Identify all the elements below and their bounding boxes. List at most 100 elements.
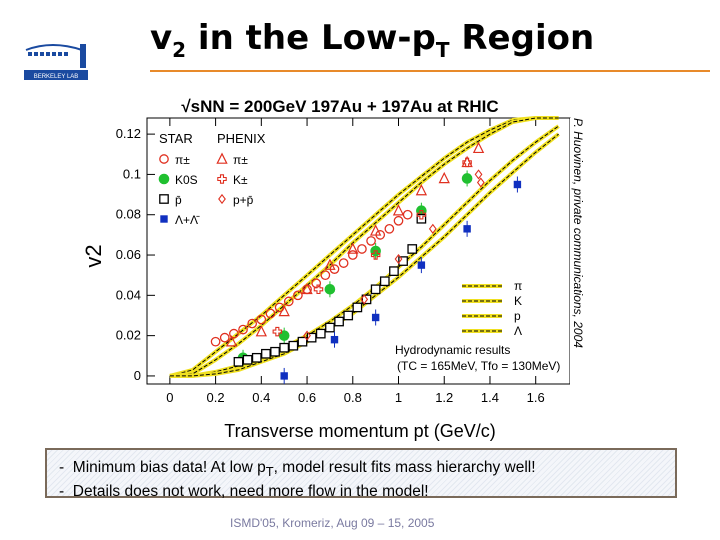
x-tick-label: 0 — [166, 390, 173, 405]
point-phenix-pi — [369, 224, 382, 236]
y-axis-label: v2 — [85, 244, 106, 267]
hydro-curve-K — [169, 117, 559, 377]
point-star-pbar — [334, 316, 344, 327]
point-phenix-k — [462, 157, 472, 168]
x-tick-label: 1 — [395, 390, 402, 405]
hydro-params: (TC = 165MeV, Tfo = 130MeV) — [397, 359, 560, 373]
point-star-pbar — [343, 310, 354, 321]
point-phenix-pi — [415, 184, 428, 196]
point-star-pbar — [297, 336, 308, 347]
point-phenix-pi — [225, 335, 238, 347]
point-star-pi — [384, 223, 395, 234]
point-phenix-p — [394, 253, 403, 265]
y-tick-label: 0 — [134, 368, 141, 383]
y-tick-label: 0.12 — [116, 126, 141, 141]
legend-label-phenix: π± — [233, 153, 248, 167]
point-star-pi — [283, 296, 294, 307]
point-phenix-pi — [324, 258, 336, 270]
point-star-pi — [210, 336, 221, 347]
point-star-pbar — [306, 332, 317, 343]
point-star-k0s — [461, 173, 473, 184]
legend-label-star: K0S — [175, 173, 198, 187]
legend-marker-phenix — [218, 193, 226, 205]
x-tick-label: 0.8 — [344, 390, 362, 405]
point-star-pbar — [379, 276, 390, 287]
legend-marker-phenix — [217, 174, 227, 184]
hydro-legend-label: π — [514, 279, 522, 293]
note-line-2: - Details does not work, need more flow … — [59, 483, 429, 501]
legend-label-phenix: K± — [233, 173, 248, 187]
hydro-title: Hydrodynamic results — [395, 343, 510, 357]
point-phenix-k — [370, 250, 381, 260]
hydro-legend-label: K — [514, 294, 522, 308]
y-tick-label: 0.1 — [123, 166, 141, 181]
point-star-lambda — [280, 372, 288, 380]
legend-header-star: STAR — [159, 131, 193, 146]
x-axis-label: Transverse momentum pt (GeV/c) — [224, 421, 495, 441]
legend-label-phenix: p+p̄ — [233, 193, 254, 207]
legend-marker-star — [158, 173, 170, 185]
y-tick-label: 0.06 — [116, 247, 141, 262]
point-star-pbar — [325, 322, 335, 333]
svg-text:BERKELEY LAB: BERKELEY LAB — [34, 74, 79, 80]
point-star-pi — [238, 324, 248, 335]
y-tick-label: 0.04 — [116, 287, 141, 302]
point-star-k0s — [324, 283, 336, 295]
x-tick-label: 0.4 — [252, 390, 270, 405]
point-phenix-k — [272, 326, 283, 337]
point-star-pbar — [370, 284, 381, 295]
point-phenix-pi — [255, 325, 267, 337]
legend-marker-star — [160, 215, 168, 223]
berkeley-lab-logo: BERKELEY LAB — [22, 40, 94, 84]
point-phenix-pi — [278, 304, 290, 317]
point-phenix-pi — [392, 204, 405, 216]
point-star-pbar — [279, 342, 290, 353]
point-phenix-p — [476, 177, 485, 188]
v2-chart: √sNN = 200GeV 197Au + 197Au at RHIC Tran… — [81, 88, 585, 443]
point-star-lambda — [417, 261, 426, 269]
slide-title: v2 in the Low-pT Region — [150, 18, 595, 62]
point-star-pbar — [315, 328, 326, 339]
legend-label-star: π± — [175, 153, 190, 167]
point-phenix-pi — [347, 242, 359, 254]
point-phenix-k — [416, 209, 427, 220]
point-star-pbar — [361, 294, 372, 305]
hydro-band-pi — [169, 116, 559, 378]
point-star-pbar — [261, 348, 271, 359]
point-star-lambda — [463, 225, 471, 233]
point-star-pi — [393, 215, 404, 226]
point-star-pi — [357, 244, 367, 254]
point-phenix-pi — [301, 282, 313, 295]
x-tick-label: 1.4 — [481, 390, 499, 405]
legend-marker-star — [159, 154, 169, 164]
point-star-pi — [256, 314, 267, 325]
x-tick-label: 0.6 — [298, 390, 316, 405]
footer-text: ISMD'05, Kromeriz, Aug 09 – 15, 2005 — [230, 516, 435, 530]
point-star-pbar — [270, 346, 280, 357]
point-phenix-pi — [438, 171, 450, 184]
x-tick-label: 1.2 — [435, 390, 453, 405]
point-star-pbar — [242, 354, 253, 365]
point-star-pi — [311, 278, 322, 289]
point-phenix-p — [428, 223, 437, 234]
point-star-pi — [229, 328, 239, 339]
point-star-pbar — [288, 340, 299, 351]
point-phenix-p — [474, 169, 483, 180]
point-star-pbar — [407, 244, 418, 254]
point-star-lambda — [330, 335, 339, 344]
hydro-band-K — [169, 116, 559, 378]
point-star-pi — [293, 290, 303, 301]
legend-label-star: p̄ — [175, 193, 182, 207]
point-star-pi — [219, 332, 230, 343]
point-star-pi — [320, 270, 331, 281]
point-star-pbar — [389, 266, 399, 277]
credit-text: P. Huovinen, private communications, 200… — [571, 118, 585, 348]
point-phenix-p — [360, 294, 369, 305]
point-star-k0s — [278, 330, 290, 341]
point-star-pbar — [251, 352, 262, 363]
point-star-pi — [265, 308, 276, 319]
point-star-pi — [347, 250, 358, 260]
x-tick-label: 1.6 — [527, 390, 545, 405]
chart-title: √sNN = 200GeV 197Au + 197Au at RHIC — [181, 97, 498, 116]
y-tick-label: 0.02 — [116, 328, 141, 343]
